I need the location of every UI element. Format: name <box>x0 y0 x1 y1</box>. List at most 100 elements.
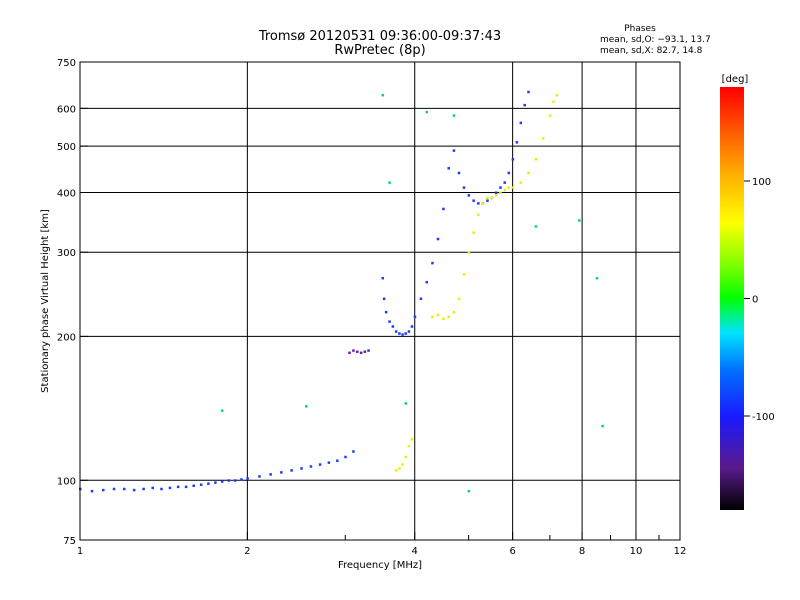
data-point <box>258 475 261 478</box>
data-point <box>407 330 411 333</box>
data-point <box>452 310 456 314</box>
data-point <box>318 463 322 466</box>
data-point <box>220 480 224 483</box>
data-point <box>519 181 523 184</box>
data-point <box>352 349 355 352</box>
data-point <box>527 171 530 175</box>
data-point <box>578 219 581 222</box>
data-point <box>507 186 511 189</box>
data-point <box>534 225 538 228</box>
data-point <box>327 461 331 464</box>
data-point <box>527 90 530 94</box>
data-point <box>477 213 480 216</box>
data-point <box>391 325 395 328</box>
y-tick-label: 500 <box>57 142 76 153</box>
data-point <box>511 186 515 189</box>
y-tick-label: 400 <box>57 188 76 199</box>
data-point <box>401 333 404 336</box>
data-point <box>407 444 411 448</box>
data-point <box>404 402 408 405</box>
data-point <box>486 199 489 202</box>
data-point <box>269 473 272 476</box>
data-point <box>467 251 471 254</box>
data-point <box>240 478 243 481</box>
x-tick-label: 10 <box>630 546 643 557</box>
data-point <box>394 330 398 333</box>
data-point <box>227 479 231 482</box>
data-point <box>388 320 391 323</box>
data-point <box>457 297 461 301</box>
data-point <box>280 471 283 474</box>
data-point <box>481 202 485 205</box>
y-tick-label: 75 <box>63 536 76 547</box>
stats-line-o: mean, sd,O: −93.1, 13.7 <box>600 35 711 45</box>
data-point <box>425 280 429 284</box>
data-point <box>401 463 404 466</box>
data-point <box>404 455 408 459</box>
x-axis-label: Frequency [MHz] <box>338 560 422 571</box>
data-point <box>503 188 506 192</box>
data-point <box>290 469 293 472</box>
data-point <box>477 202 480 205</box>
data-point <box>192 484 195 488</box>
data-point <box>132 488 136 492</box>
data-point <box>381 93 384 97</box>
grid-lines <box>80 62 680 540</box>
data-point <box>431 315 434 319</box>
chart-title: Tromsø 20120531 09:36:00-09:37:43 <box>258 29 501 44</box>
data-point <box>431 261 434 265</box>
data-point <box>555 93 559 97</box>
data-point <box>207 482 210 485</box>
x-tick-label: 4 <box>412 546 418 557</box>
data-point <box>356 350 359 353</box>
data-point <box>499 186 502 189</box>
stats-heading: Phases <box>624 24 656 34</box>
data-point <box>352 450 355 453</box>
colorbar <box>720 87 744 510</box>
data-point <box>507 171 511 175</box>
data-point <box>541 137 545 140</box>
y-tick-label: 200 <box>57 332 76 343</box>
data-point <box>425 110 429 114</box>
data-point <box>534 158 538 161</box>
data-point <box>344 455 347 459</box>
data-point <box>305 405 308 408</box>
x-tick-label: 1 <box>77 546 83 557</box>
data-point <box>348 351 351 355</box>
data-point <box>503 181 506 184</box>
data-point <box>467 489 471 493</box>
data-point <box>367 349 370 352</box>
colorbar-tick-label: -100 <box>752 412 775 423</box>
stats-line-x: mean, sd,X: 82.7, 14.8 <box>600 46 703 56</box>
data-point <box>462 273 466 276</box>
data-point <box>552 100 555 104</box>
y-tick-label: 750 <box>57 58 76 69</box>
data-point <box>309 465 313 468</box>
data-point <box>494 194 498 197</box>
data-point <box>442 207 445 211</box>
data-point <box>142 487 145 491</box>
data-point <box>176 485 180 489</box>
data-point <box>462 186 466 189</box>
data-point <box>595 276 599 280</box>
data-point <box>601 424 604 428</box>
data-point <box>404 332 408 335</box>
data-point <box>388 181 391 184</box>
y-tick-label: 300 <box>57 248 76 259</box>
data-point <box>246 477 249 480</box>
data-point <box>519 121 523 125</box>
x-tick-label: 8 <box>579 546 585 557</box>
data-point <box>394 469 398 472</box>
data-point <box>436 237 440 241</box>
data-point <box>398 332 401 335</box>
colorbar-ticks: 100 0 -100 <box>744 177 775 423</box>
data-point <box>384 310 388 314</box>
data-point <box>452 149 456 152</box>
data-point <box>472 231 475 234</box>
colorbar-tick-label: 0 <box>752 295 758 306</box>
data-point <box>359 351 363 355</box>
data-point <box>442 317 445 320</box>
data-point <box>511 158 515 161</box>
data-point <box>447 167 450 170</box>
